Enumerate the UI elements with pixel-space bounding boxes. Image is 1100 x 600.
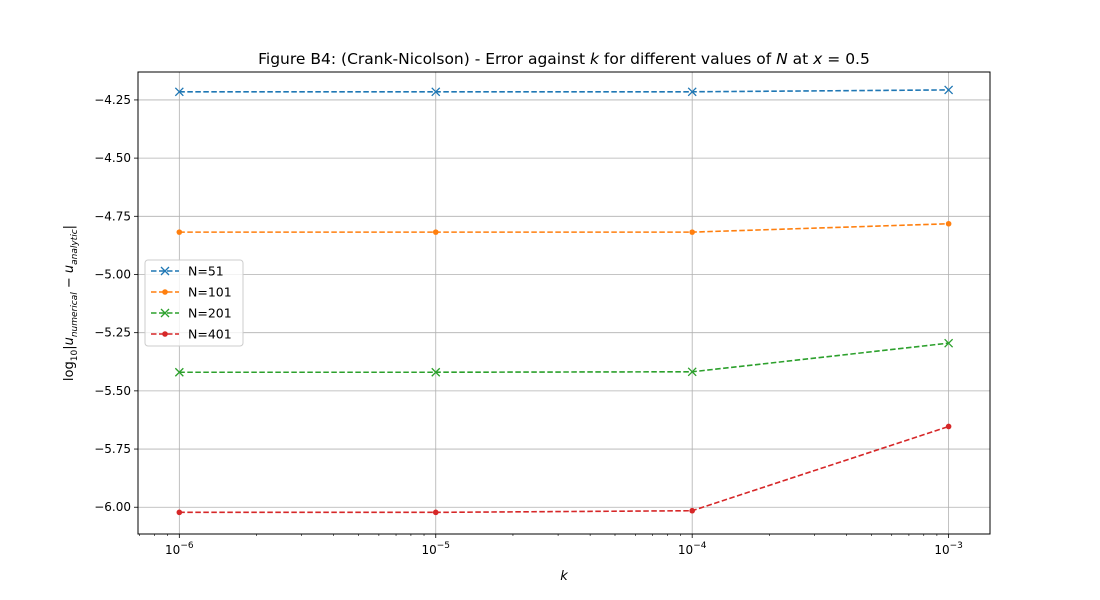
- legend-entry: N=51: [151, 264, 224, 279]
- data-point-x-marker: [944, 338, 954, 348]
- legend-entry: N=101: [151, 285, 232, 300]
- data-point-x-marker: [687, 367, 697, 377]
- data-point-x-marker: [174, 87, 184, 97]
- series-line: [179, 342, 949, 374]
- series-lines: [174, 85, 954, 516]
- y-tick-label: −5.75: [94, 442, 131, 456]
- data-point-dot-marker: [162, 289, 168, 295]
- legend-label: N=101: [188, 285, 232, 300]
- grid: [138, 72, 990, 534]
- y-axis-ticks: −6.00 −5.75 −5.50 −5.25 −5.00 −4.75 −4.50 −4.25: [94, 93, 138, 514]
- x-axis-label: k: [560, 569, 568, 584]
- x-axis-ticks: 10−6 10−5 10−4 10−3: [139, 534, 963, 557]
- data-point-dot-marker: [432, 229, 439, 235]
- chart-title: Figure B4: (Crank-Nicolson) - Error agai…: [258, 50, 870, 68]
- data-point-x-marker: [160, 308, 170, 318]
- series-n-51: [174, 85, 954, 97]
- y-tick-label: −5.25: [94, 326, 131, 340]
- y-axis-label: log10|unumerical − uanalytic|: [62, 225, 80, 381]
- legend-entry: N=201: [151, 306, 232, 321]
- series-line: [179, 222, 949, 233]
- data-point-dot-marker: [432, 509, 439, 516]
- y-tick-label: −5.50: [94, 384, 131, 398]
- data-point-dot-marker: [945, 423, 952, 430]
- series-line: [179, 89, 949, 93]
- y-tick-label: −6.00: [94, 500, 131, 514]
- series-n-201: [174, 338, 954, 377]
- series-line: [179, 425, 949, 514]
- data-point-x-marker: [431, 367, 441, 377]
- legend-box: [144, 259, 244, 347]
- data-point-dot-marker: [176, 229, 183, 235]
- legend-label: N=51: [188, 264, 224, 279]
- plot-frame: [137, 71, 991, 535]
- data-point-x-marker: [687, 87, 697, 97]
- data-point-dot-marker: [162, 331, 168, 337]
- data-point-dot-marker: [689, 229, 695, 235]
- y-tick-label: −4.75: [94, 209, 131, 223]
- data-point-dot-marker: [945, 220, 952, 227]
- y-tick-label: −5.00: [94, 267, 131, 281]
- legend: N=51 N=101 N=201 N=401: [144, 259, 244, 347]
- legend-label: N=401: [188, 327, 232, 342]
- data-point-x-marker: [944, 85, 954, 95]
- data-point-x-marker: [431, 87, 441, 97]
- data-point-dot-marker: [176, 509, 183, 516]
- y-tick-label: −4.25: [94, 93, 131, 107]
- y-tick-label: −4.50: [94, 151, 131, 165]
- data-point-x-marker: [160, 266, 170, 276]
- data-point-dot-marker: [689, 507, 695, 514]
- data-point-x-marker: [174, 367, 184, 377]
- legend-label: N=201: [188, 306, 232, 321]
- series-n-401: [176, 423, 952, 516]
- legend-entry: N=401: [151, 327, 232, 342]
- series-n-101: [176, 220, 952, 235]
